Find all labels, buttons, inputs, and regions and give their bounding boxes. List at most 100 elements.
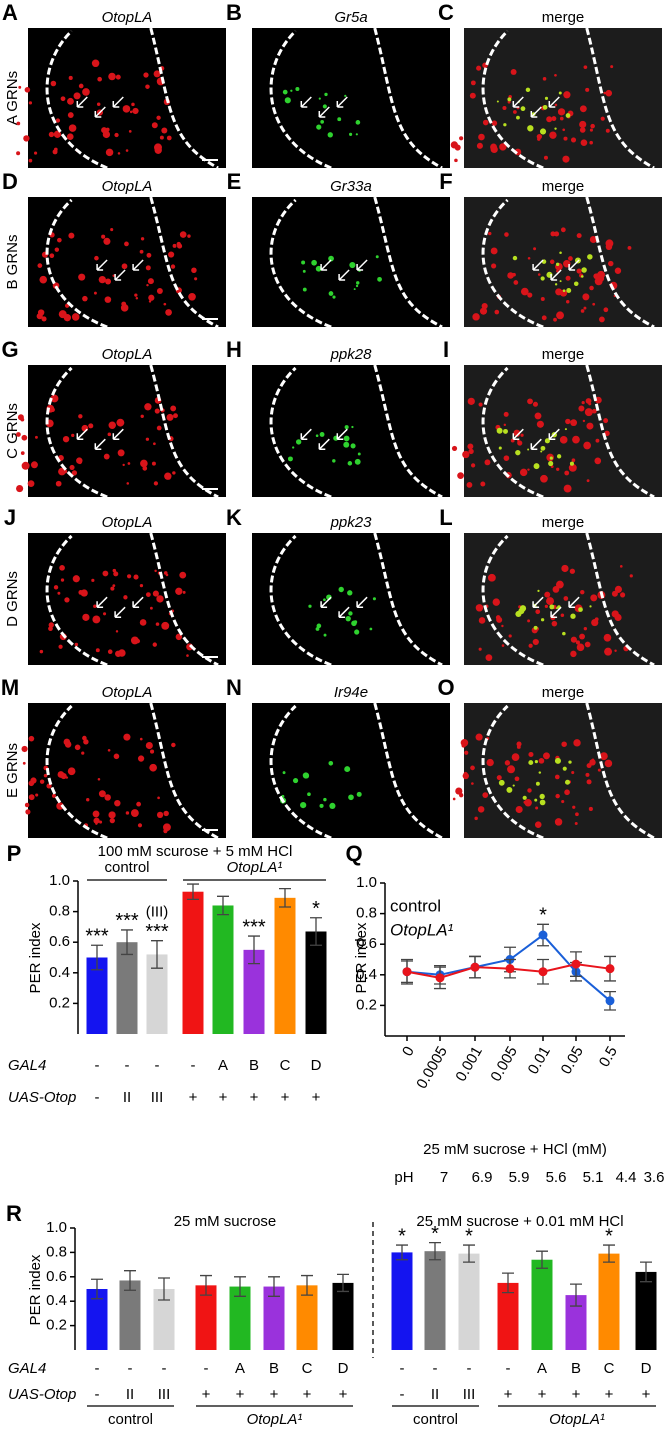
row-value: C: [280, 1057, 291, 1074]
cell: [150, 749, 155, 754]
micrograph-signal: [452, 733, 613, 828]
cell: [78, 273, 86, 281]
panel-letter: G: [1, 337, 18, 362]
cell: [591, 758, 595, 762]
cell: [332, 295, 336, 299]
row-value: +: [202, 1386, 211, 1403]
cell: [503, 411, 509, 417]
cell: [540, 618, 545, 622]
cell: [107, 432, 112, 437]
cell: [581, 401, 585, 405]
cell: [515, 610, 522, 618]
cell: [579, 633, 585, 640]
bar: [153, 1289, 175, 1350]
cell: [488, 231, 492, 236]
group-label: OtopLA¹: [227, 859, 283, 876]
cell: [578, 607, 583, 612]
cell: [23, 135, 30, 142]
cell: [543, 752, 550, 760]
cell: [127, 462, 131, 465]
cell: [128, 130, 132, 133]
cell: [452, 797, 456, 801]
row-value: III: [151, 1089, 164, 1106]
cell: [537, 137, 541, 141]
cell: [507, 97, 512, 102]
cell: [121, 263, 128, 270]
row-label: B GRNs: [4, 234, 21, 289]
cell: [148, 294, 155, 301]
cell: [64, 597, 70, 603]
bar: [116, 942, 138, 1034]
cell: [576, 233, 582, 239]
tissue-outline: [481, 702, 655, 840]
cell: [478, 647, 482, 651]
micrograph: [464, 703, 662, 838]
cell: [563, 596, 569, 601]
cell: [560, 613, 565, 618]
cell: [619, 565, 623, 568]
arrow: [338, 606, 350, 618]
cell: [68, 75, 73, 80]
cell: [583, 306, 587, 310]
cell: [98, 790, 106, 798]
cell: [292, 446, 295, 449]
row-value: C: [302, 1360, 313, 1377]
tissue-outline: [45, 702, 219, 840]
cell: [287, 456, 293, 462]
cell: [555, 262, 560, 267]
cell: [43, 773, 48, 778]
cell: [549, 456, 553, 460]
row-value: -: [191, 1057, 196, 1074]
cell: [179, 571, 187, 579]
cell: [105, 148, 114, 157]
cell: [145, 84, 150, 89]
cell: [153, 70, 161, 78]
cell: [533, 625, 538, 630]
point: [435, 973, 445, 983]
cell: [82, 613, 90, 621]
cell: [570, 650, 577, 658]
cell: [161, 621, 170, 630]
error-bar: [217, 895, 229, 916]
cell: [585, 87, 590, 92]
y-tick-label: 0.6: [356, 935, 377, 952]
bar: [86, 1289, 108, 1350]
cell: [506, 786, 513, 793]
chart-title: 25 mM sucrose: [174, 1213, 277, 1230]
micrograph-signal: [280, 760, 362, 809]
cell: [188, 292, 196, 301]
micrograph: [464, 197, 662, 327]
cell: [102, 130, 111, 139]
cell: [156, 115, 161, 120]
cell: [579, 120, 587, 129]
cell: [109, 817, 115, 824]
panel-letter: I: [443, 337, 449, 362]
arrow: [532, 596, 544, 608]
cell: [534, 798, 538, 802]
y-tick-label: 0.4: [46, 1292, 67, 1309]
cell: [494, 309, 500, 315]
cell: [71, 433, 75, 438]
cell: [595, 438, 600, 443]
panel-letter: A: [2, 0, 18, 25]
cell: [152, 642, 157, 647]
bar: [305, 931, 327, 1034]
cell: [555, 580, 564, 589]
cell: [565, 300, 570, 304]
cell: [99, 820, 103, 824]
panel-title: merge: [542, 684, 585, 701]
cell: [565, 275, 571, 281]
arrow: [318, 438, 330, 450]
arrow: [512, 428, 524, 440]
cell: [115, 74, 121, 80]
cell: [527, 398, 533, 405]
cell: [92, 810, 100, 818]
cell: [484, 459, 491, 466]
cell: [527, 788, 532, 793]
cell: [586, 479, 590, 483]
cell: [490, 145, 498, 154]
tissue-outline: [45, 364, 219, 499]
cell: [491, 120, 498, 126]
row-value: D: [338, 1360, 349, 1377]
cell: [546, 597, 555, 606]
